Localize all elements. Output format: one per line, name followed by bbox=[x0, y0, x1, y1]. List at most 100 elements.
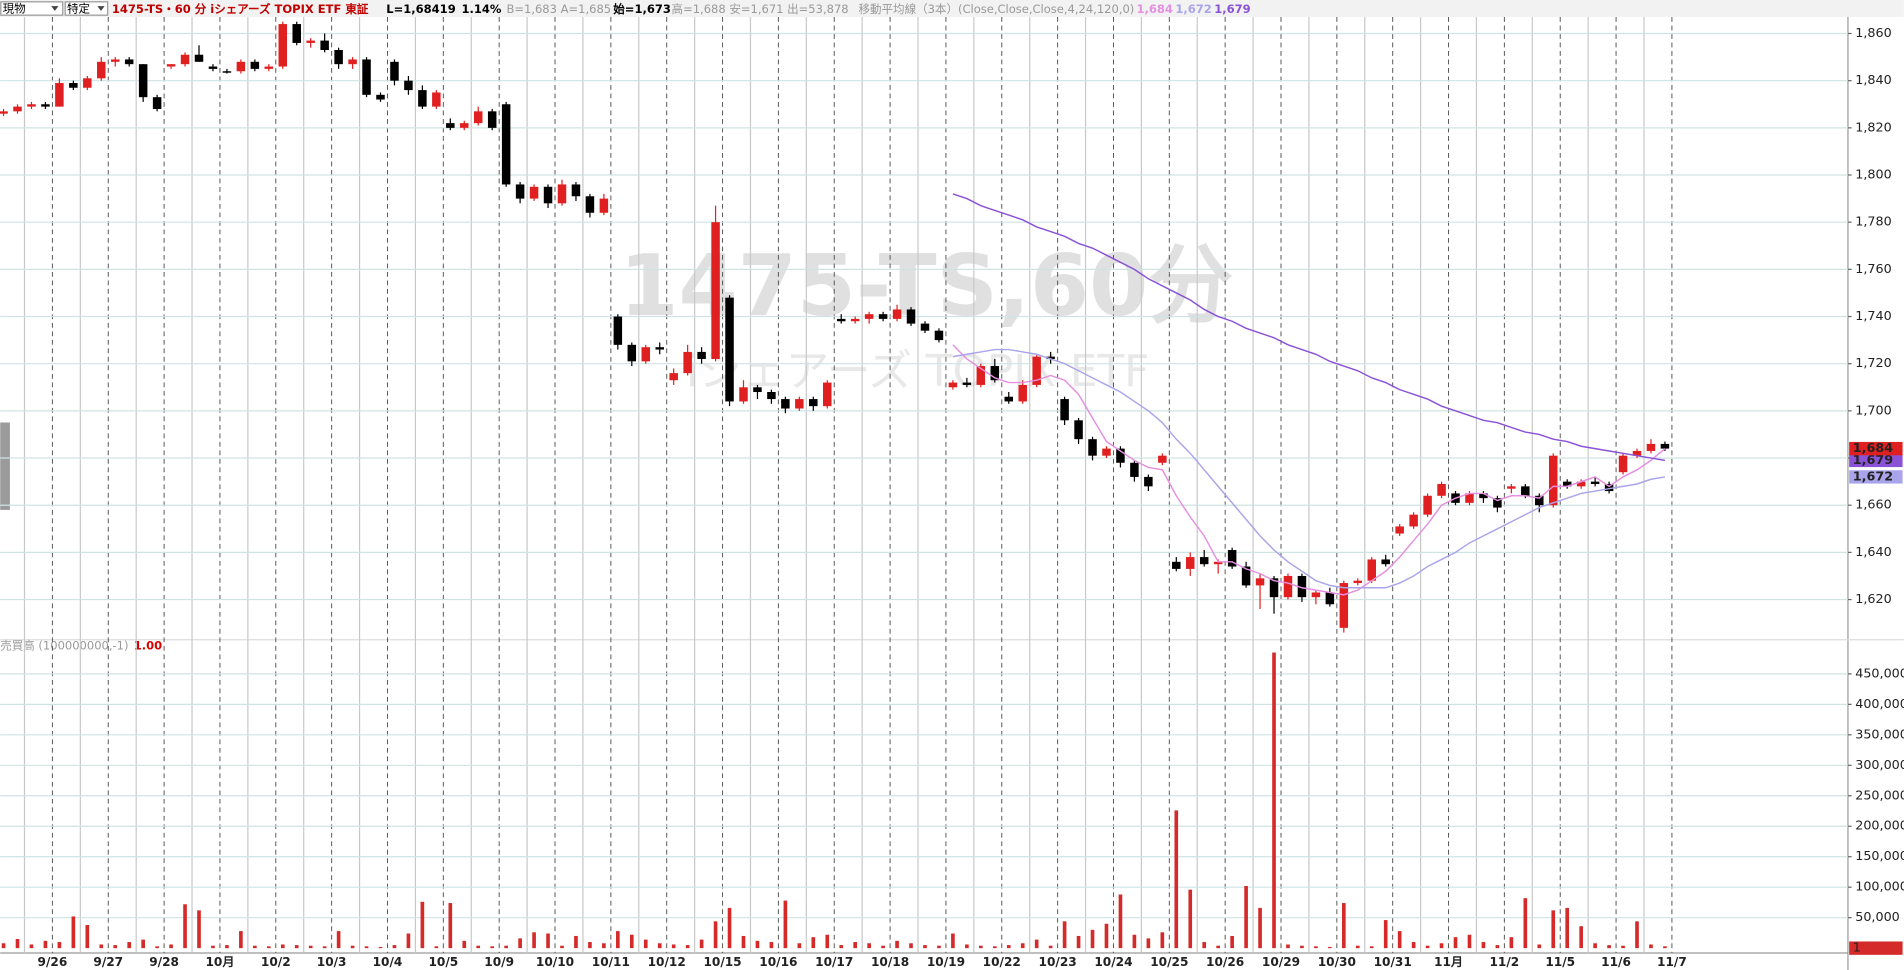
volume-bar bbox=[755, 940, 760, 949]
candle-body bbox=[334, 50, 343, 65]
volume-scale: 1.00 bbox=[134, 638, 162, 652]
y-tick-label: 250,000 bbox=[1855, 788, 1904, 803]
volume-tag-text: 1 bbox=[1853, 941, 1861, 956]
candle-body bbox=[864, 314, 874, 319]
volume-bar bbox=[992, 946, 997, 949]
y-tick-label: 350,000 bbox=[1855, 727, 1904, 742]
y-tick-label: 1,620 bbox=[1855, 592, 1891, 607]
candle-body bbox=[1535, 495, 1544, 506]
volume-bar bbox=[1607, 945, 1611, 949]
y-tick-label: 1,800 bbox=[1855, 168, 1891, 183]
candle-body bbox=[948, 382, 958, 388]
volume-bar bbox=[1174, 810, 1179, 949]
volume-bar bbox=[434, 946, 439, 949]
candle-body bbox=[69, 83, 78, 88]
candle-body bbox=[1116, 448, 1125, 463]
y-tick-label: 1,760 bbox=[1855, 262, 1891, 277]
volume-bar bbox=[1523, 898, 1528, 949]
candle-body bbox=[543, 186, 553, 204]
candle-body bbox=[1046, 356, 1055, 359]
volume-bar bbox=[1383, 920, 1388, 949]
y-tick-label: 50,000 bbox=[1855, 910, 1900, 925]
volume-bar bbox=[490, 946, 495, 949]
volume-bar bbox=[127, 942, 132, 949]
y-tick-label: 1,720 bbox=[1855, 356, 1891, 371]
candle-body bbox=[362, 59, 371, 95]
candle-body bbox=[529, 186, 539, 199]
x-tick-label: 10/16 bbox=[759, 955, 797, 969]
volume-bar bbox=[253, 945, 257, 949]
candle-body bbox=[348, 59, 357, 65]
candle-body bbox=[683, 351, 692, 374]
last-price: L=1,684 bbox=[386, 2, 439, 16]
volume-bar bbox=[504, 945, 508, 949]
moving-average-line bbox=[952, 344, 1666, 596]
side-tab[interactable] bbox=[0, 422, 10, 510]
candle-body bbox=[487, 111, 497, 128]
y-tick-label: 1,700 bbox=[1855, 403, 1891, 418]
candle-body bbox=[432, 92, 441, 107]
volume-bar bbox=[336, 931, 341, 949]
ma-legend-value: 1,672 bbox=[1175, 2, 1211, 16]
x-tick-label: 9/26 bbox=[38, 955, 68, 969]
volume-bar bbox=[1649, 944, 1653, 949]
volume-bar bbox=[99, 944, 104, 949]
volume-bar bbox=[1453, 937, 1458, 949]
x-tick-label: 10/19 bbox=[927, 955, 965, 969]
candle-body bbox=[1339, 583, 1349, 628]
volume-bar bbox=[602, 943, 606, 949]
candle-body bbox=[27, 104, 36, 107]
price-tag bbox=[1849, 441, 1903, 456]
volume-bar bbox=[1062, 921, 1067, 949]
volume-bar bbox=[727, 907, 732, 949]
candle-body bbox=[739, 387, 748, 402]
volume-bar bbox=[1663, 946, 1667, 949]
candle-body bbox=[473, 111, 483, 124]
candle-body bbox=[1604, 483, 1614, 492]
y-tick-label: 450,000 bbox=[1855, 666, 1904, 681]
candle-body bbox=[1172, 561, 1181, 569]
candle-body bbox=[725, 297, 734, 402]
volume-bar bbox=[1146, 938, 1151, 949]
candle-body bbox=[1227, 550, 1237, 567]
volume-bar bbox=[923, 945, 927, 949]
x-tick-label: 10/4 bbox=[373, 955, 403, 969]
price-tag-text: 1,684 bbox=[1853, 441, 1893, 456]
volume-bar bbox=[15, 939, 20, 949]
volume-bar bbox=[1537, 944, 1542, 949]
volume-bar bbox=[1369, 946, 1374, 949]
volume-bar bbox=[546, 933, 550, 949]
candle-body bbox=[515, 184, 525, 199]
tax-dropdown[interactable] bbox=[64, 1, 109, 16]
volume-bar bbox=[308, 945, 313, 949]
volume-bar bbox=[671, 944, 676, 949]
volume-bar bbox=[1048, 945, 1053, 949]
candle-body bbox=[906, 309, 916, 324]
candle-body bbox=[990, 366, 1000, 381]
x-tick-label: 11/2 bbox=[1490, 955, 1520, 969]
candle-body bbox=[1381, 559, 1390, 565]
volume-bar bbox=[350, 945, 355, 949]
volume-tag bbox=[1849, 941, 1903, 955]
candle-body bbox=[836, 318, 846, 322]
x-tick-label: 10/17 bbox=[815, 955, 853, 969]
candle-body bbox=[55, 83, 64, 107]
volume-bar bbox=[1439, 943, 1444, 949]
candle-body bbox=[180, 54, 190, 65]
volume-bar bbox=[155, 946, 159, 949]
volume-bar bbox=[1244, 885, 1248, 949]
account-dropdown[interactable] bbox=[0, 1, 64, 16]
candle-body bbox=[1199, 557, 1209, 565]
x-tick-label: 10/5 bbox=[428, 955, 458, 969]
volume-bar bbox=[378, 946, 383, 949]
candle-body bbox=[1032, 356, 1041, 385]
candle-body bbox=[1004, 396, 1014, 402]
x-tick-label: 10/12 bbox=[648, 955, 686, 969]
x-tick-label: 10/29 bbox=[1262, 955, 1300, 969]
candle-body bbox=[809, 399, 818, 407]
volume-bar bbox=[57, 942, 62, 949]
grid-layer bbox=[0, 16, 1852, 954]
volume-bar bbox=[113, 945, 118, 949]
y-tick-label: 1,660 bbox=[1855, 498, 1891, 513]
